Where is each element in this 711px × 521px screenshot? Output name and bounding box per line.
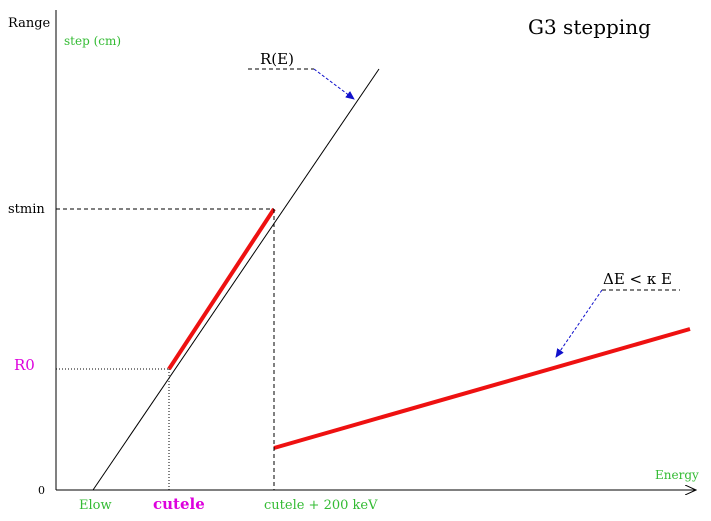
r0-label: R0 <box>14 356 35 374</box>
range-curve-leader-arrow <box>313 68 355 100</box>
elow-label: Elow <box>79 498 112 513</box>
cutele-plus-label: cutele + 200 keV <box>264 498 378 513</box>
red-segment-cutele <box>167 207 276 371</box>
range-curve-line <box>92 68 380 491</box>
range-curve-label: R(E) <box>260 50 294 68</box>
delta-e-label: ΔE < κ E <box>603 270 672 288</box>
x-axis-label: Energy <box>655 468 699 482</box>
stmin-label: stmin <box>8 202 45 217</box>
origin-label: 0 <box>38 484 45 497</box>
red-segment-delta-e <box>273 327 691 450</box>
y-axis-sublabel: step (cm) <box>64 34 121 48</box>
cutele-label: cutele <box>153 495 205 513</box>
y-axis-label: Range <box>8 16 51 31</box>
chart-title: G3 stepping <box>528 15 651 39</box>
delta-e-leader-arrow <box>555 289 603 358</box>
